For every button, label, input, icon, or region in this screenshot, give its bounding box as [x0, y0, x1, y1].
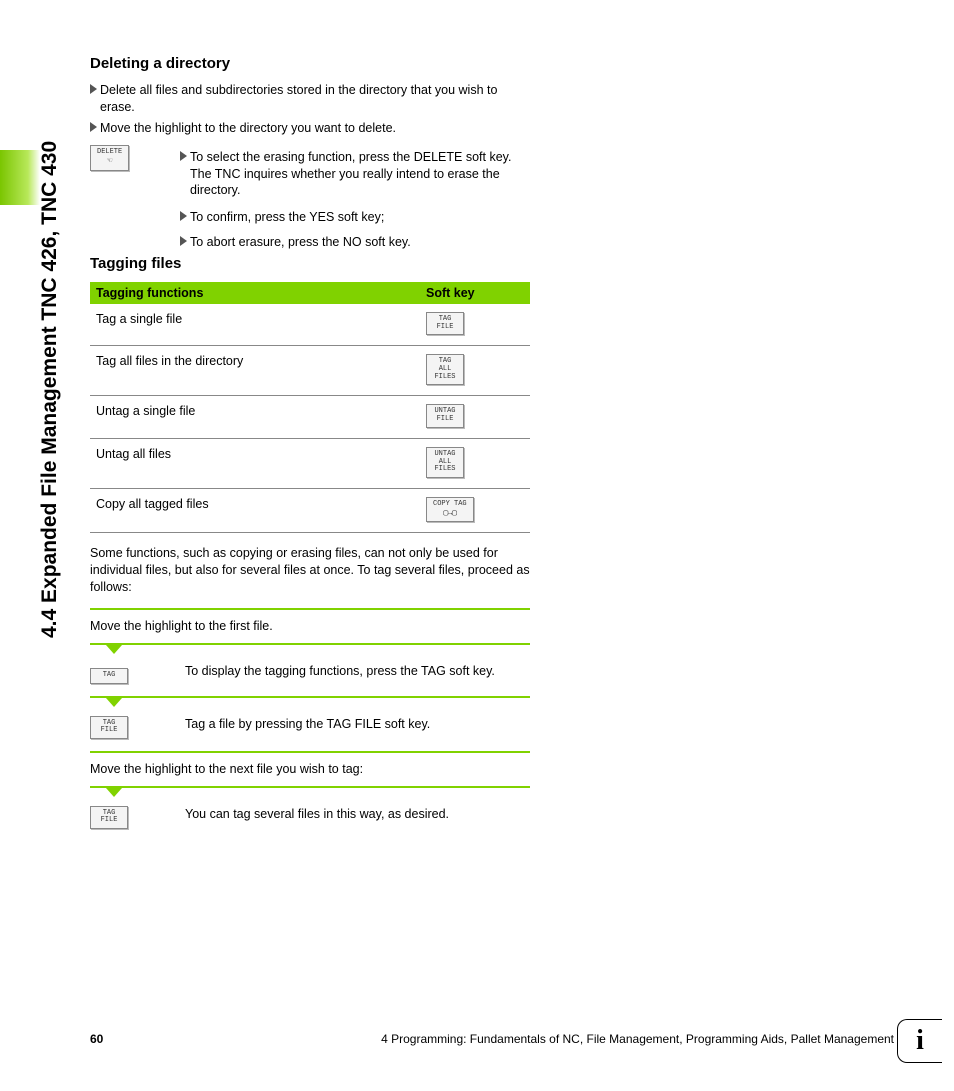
tagging-functions-table: Tagging functions Soft key Tag a single … [90, 282, 530, 533]
softkey-delete: DELETE☜ [90, 145, 129, 172]
table-header-functions: Tagging functions [90, 282, 420, 304]
info-tab-icon: i [897, 1019, 942, 1063]
triangle-icon [180, 211, 190, 221]
page-footer: 60 4 Programming: Fundamentals of NC, Fi… [90, 1032, 894, 1046]
softkey-untag-file: UNTAG FILE [426, 404, 464, 427]
softkey-untag-all-files: UNTAG ALL FILES [426, 447, 464, 478]
softkey-instruction-block: DELETE☜ To select the erasing function, … [90, 145, 530, 255]
step-row: TAG FILE You can tag several files in th… [90, 806, 530, 829]
step-text: Tag a file by pressing the TAG FILE soft… [185, 716, 530, 733]
step-text: To display the tagging functions, press … [185, 663, 530, 680]
softkey-column: TAG FILE [90, 716, 185, 739]
green-rule [90, 751, 530, 753]
green-arrow-divider [90, 786, 530, 800]
tagging-paragraph: Some functions, such as copying or erasi… [90, 545, 530, 596]
main-content: Deleting a directory Delete all files an… [90, 55, 530, 829]
bullet-text: Delete all files and subdirectories stor… [100, 82, 530, 116]
bullet-text: To select the erasing function, press th… [190, 149, 530, 200]
bullet-item: To select the erasing function, press th… [180, 149, 530, 200]
table-cell-softkey: COPY TAG ▢→▢ [420, 488, 530, 532]
softkey-tag-file: TAG FILE [90, 716, 128, 739]
step-text: Move the highlight to the next file you … [90, 761, 530, 778]
step-row: TAG To display the tagging functions, pr… [90, 663, 530, 684]
bullet-item: To abort erasure, press the NO soft key. [180, 234, 530, 251]
table-cell-function: Copy all tagged files [90, 488, 420, 532]
table-row: Tag all files in the directory TAG ALL F… [90, 346, 530, 396]
softkey-column: DELETE☜ [90, 145, 180, 172]
section-running-title: 4.4 Expanded File Management TNC 426, TN… [38, 141, 62, 638]
triangle-icon [90, 122, 100, 132]
softkey-column: TAG FILE [90, 806, 185, 829]
step-row: TAG FILE Tag a file by pressing the TAG … [90, 716, 530, 739]
side-accent-tab [0, 150, 40, 205]
heading-deleting: Deleting a directory [90, 55, 530, 72]
bullet-text: Move the highlight to the directory you … [100, 120, 396, 137]
bullet-item: Delete all files and subdirectories stor… [90, 82, 530, 116]
step-text: Move the highlight to the first file. [90, 618, 530, 635]
bullet-item: Move the highlight to the directory you … [90, 120, 530, 137]
softkey-tag-file: TAG FILE [426, 312, 464, 335]
softkey-copy-tag: COPY TAG ▢→▢ [426, 497, 474, 522]
table-header-softkey: Soft key [420, 282, 530, 304]
page: 4.4 Expanded File Management TNC 426, TN… [0, 0, 954, 1091]
step-text: You can tag several files in this way, a… [185, 806, 530, 823]
table-cell-function: Tag a single file [90, 304, 420, 346]
sub-bullet-list: To select the erasing function, press th… [180, 145, 530, 255]
table-cell-softkey: TAG ALL FILES [420, 346, 530, 396]
table-cell-softkey: UNTAG ALL FILES [420, 438, 530, 488]
table-cell-function: Untag all files [90, 438, 420, 488]
table-row: Copy all tagged files COPY TAG ▢→▢ [90, 488, 530, 532]
triangle-icon [90, 84, 100, 94]
table-cell-softkey: TAG FILE [420, 304, 530, 346]
bullet-text: To confirm, press the YES soft key; [190, 209, 384, 226]
green-rule [90, 608, 530, 610]
triangle-icon [180, 151, 190, 161]
bullet-item: To confirm, press the YES soft key; [180, 209, 530, 226]
table-cell-function: Tag all files in the directory [90, 346, 420, 396]
softkey-tag-file: TAG FILE [90, 806, 128, 829]
copy-folders-icon: ▢→▢ [433, 510, 467, 519]
softkey-tag-all-files: TAG ALL FILES [426, 354, 464, 385]
softkey-column: TAG [90, 663, 185, 684]
softkey-tag: TAG [90, 668, 128, 684]
softkey-label: DELETE [97, 148, 122, 156]
triangle-icon [180, 236, 190, 246]
green-arrow-divider [90, 696, 530, 710]
table-cell-function: Untag a single file [90, 396, 420, 438]
heading-tagging: Tagging files [90, 255, 530, 272]
chapter-title: 4 Programming: Fundamentals of NC, File … [381, 1032, 894, 1046]
page-number: 60 [90, 1032, 103, 1046]
table-cell-softkey: UNTAG FILE [420, 396, 530, 438]
table-row: Tag a single file TAG FILE [90, 304, 530, 346]
table-row: Untag a single file UNTAG FILE [90, 396, 530, 438]
softkey-label: COPY TAG [433, 500, 467, 508]
bullet-text: To abort erasure, press the NO soft key. [190, 234, 411, 251]
green-arrow-divider [90, 643, 530, 657]
hand-icon: ☜ [97, 157, 122, 167]
table-row: Untag all files UNTAG ALL FILES [90, 438, 530, 488]
